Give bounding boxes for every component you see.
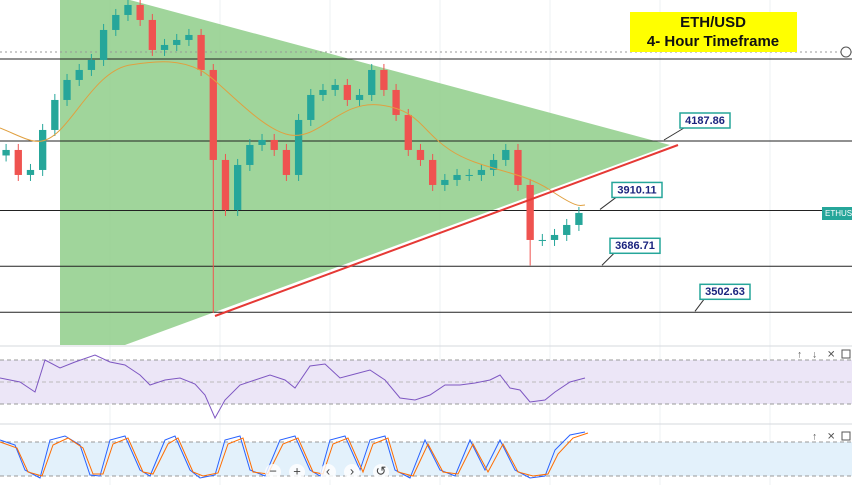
moving-average xyxy=(0,61,586,207)
scroll-right[interactable]: › xyxy=(350,463,354,478)
zoom-controls: − + ‹ › ↺ xyxy=(265,463,389,480)
title: ETH/USD xyxy=(680,14,746,31)
candle-body xyxy=(246,144,254,165)
candle-body xyxy=(221,159,230,210)
stoch-d xyxy=(0,432,589,477)
scroll-left[interactable]: ‹ xyxy=(326,463,330,478)
candle-body xyxy=(160,44,169,50)
candle-body xyxy=(380,69,388,90)
level-label: 4187.86 xyxy=(685,115,725,127)
level-label: 3686.71 xyxy=(615,240,655,252)
title: 4- Hour Timeframe xyxy=(647,33,779,50)
candle-body xyxy=(87,59,96,70)
candle-body xyxy=(538,239,546,241)
candle-body xyxy=(477,169,486,175)
candle-body xyxy=(148,19,156,50)
stoch-k xyxy=(0,431,586,479)
candle-body xyxy=(453,174,461,180)
candle-body xyxy=(404,114,412,150)
symbol-tag xyxy=(822,207,852,220)
label-pointer xyxy=(663,127,685,141)
zoom-in[interactable]: + xyxy=(293,463,301,478)
candle-body xyxy=(185,34,193,40)
maximize-button[interactable] xyxy=(841,349,851,359)
candle-body xyxy=(63,79,71,100)
level-label-box xyxy=(679,112,731,129)
candle-body xyxy=(416,149,425,160)
candle-body xyxy=(392,89,400,115)
candle-body xyxy=(429,159,437,185)
candle-body xyxy=(173,39,181,45)
candle-body xyxy=(331,84,339,90)
candle-body xyxy=(355,94,364,100)
candle-body xyxy=(282,149,291,175)
candle-body xyxy=(197,34,205,70)
candle-body xyxy=(26,169,35,175)
down-button[interactable]: ↓ xyxy=(812,350,817,361)
candle-body xyxy=(99,29,108,60)
settings-icon[interactable] xyxy=(840,46,852,58)
candle-body xyxy=(514,149,522,185)
candle-body xyxy=(51,99,59,130)
candle-body xyxy=(502,149,510,160)
main-pane xyxy=(0,0,852,313)
level-label-box xyxy=(609,237,661,255)
candle-body xyxy=(465,174,473,176)
candle-body xyxy=(2,149,10,156)
candle-body xyxy=(39,129,47,170)
candle-body xyxy=(294,119,303,175)
maximize-button[interactable] xyxy=(841,431,851,441)
close-button[interactable]: ✕ xyxy=(827,432,835,443)
label-pointer xyxy=(694,299,705,312)
candle-body xyxy=(575,212,583,225)
up-button[interactable]: ↑ xyxy=(797,350,802,361)
candle-body xyxy=(270,139,278,150)
candle-body xyxy=(258,139,266,145)
label-pointer xyxy=(601,252,615,266)
rsi-line xyxy=(0,354,586,420)
candle-body xyxy=(209,69,217,160)
candle-body xyxy=(343,84,351,100)
symbol: ETHUSD xyxy=(825,209,852,218)
close-button[interactable]: ✕ xyxy=(827,350,835,361)
candle-body xyxy=(526,184,534,240)
level-label: 3502.63 xyxy=(705,286,745,298)
level-label-box xyxy=(611,181,663,199)
candle-body xyxy=(112,14,120,30)
candle-body xyxy=(489,159,498,170)
candle-body xyxy=(124,4,132,15)
candle-body xyxy=(563,224,571,235)
trend-line xyxy=(214,144,679,317)
candle-body xyxy=(234,164,242,210)
candle-body xyxy=(14,149,22,175)
candle-body xyxy=(319,89,327,95)
candle-body xyxy=(136,4,144,20)
candle-body xyxy=(368,69,376,95)
label-pointer xyxy=(599,197,617,210)
pane-controls: ↑ ↓ ✕ ↑ ✕ xyxy=(797,349,851,443)
candle-body xyxy=(441,179,449,185)
up-button[interactable]: ↑ xyxy=(812,432,817,443)
title-box xyxy=(630,12,797,52)
zoom-out[interactable]: − xyxy=(269,463,277,478)
level-label-box xyxy=(699,283,751,301)
candle-body xyxy=(75,69,83,80)
level-label: 3910.11 xyxy=(617,184,656,196)
candle-body xyxy=(550,234,559,240)
candle-body xyxy=(307,94,315,120)
reset[interactable]: ↺ xyxy=(376,463,387,478)
